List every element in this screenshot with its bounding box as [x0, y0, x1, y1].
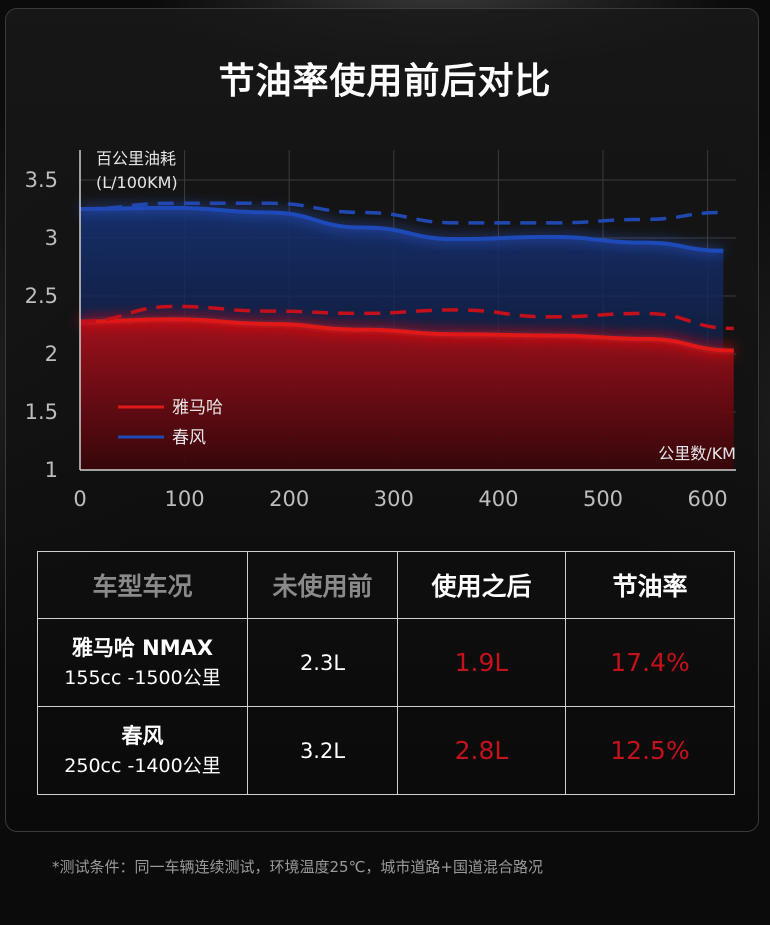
x-tick-label: 400 [478, 487, 518, 511]
y-tick-label: 3 [45, 226, 58, 250]
legend-label: 雅马哈 [172, 398, 223, 418]
cell-before: 2.3L [247, 618, 398, 707]
table-row: 春风 250cc -1400公里 3.2L 2.8L 12.5% [37, 706, 735, 795]
cell-rate: 17.4% [565, 618, 735, 707]
y-axis-label-line1: 百公里油耗 [96, 149, 176, 168]
series-solid-line [79, 205, 724, 253]
x-tick-label: 100 [165, 487, 205, 511]
x-tick-label: 300 [374, 487, 414, 511]
model-spec: 155cc -1500公里 [64, 666, 221, 689]
series-solid-line [79, 317, 734, 353]
y-tick-label: 3.5 [25, 168, 58, 192]
footnote: *测试条件：同一车辆连续测试，环境温度25℃，城市道路+国道混合路况 [52, 858, 544, 876]
x-tick-label: 0 [73, 487, 86, 511]
series-dashed-line [79, 304, 734, 331]
header-before: 未使用前 [247, 551, 398, 619]
header-after: 使用之后 [397, 551, 566, 619]
model-spec: 250cc -1400公里 [64, 754, 221, 777]
cell-after: 1.9L [397, 618, 566, 707]
cell-after: 2.8L [397, 706, 566, 795]
cell-model: 雅马哈 NMAX 155cc -1500公里 [37, 618, 248, 707]
legend-label: 春风 [172, 428, 206, 448]
cell-before: 3.2L [247, 706, 398, 795]
table-row: 雅马哈 NMAX 155cc -1500公里 2.3L 1.9L 17.4% [37, 618, 735, 707]
series-area [80, 319, 734, 470]
x-tick-label: 500 [583, 487, 623, 511]
page-title: 节油率使用前后对比 [218, 61, 552, 102]
y-axis-label-line2: (L/100KM) [96, 173, 178, 192]
y-tick-label: 1 [45, 458, 58, 482]
header-model: 车型车况 [37, 551, 248, 619]
cell-model: 春风 250cc -1400公里 [37, 706, 248, 795]
x-axis-label: 公里数/KM [658, 444, 736, 463]
y-tick-label: 2 [45, 342, 58, 366]
header-rate: 节油率 [565, 551, 735, 619]
table-header-row: 车型车况 未使用前 使用之后 节油率 [37, 551, 735, 619]
series-dashed-line [79, 201, 724, 225]
comparison-table: 车型车况 未使用前 使用之后 节油率 雅马哈 NMAX 155cc -1500公… [37, 551, 735, 795]
model-name: 雅马哈 NMAX [71, 635, 214, 660]
y-tick-label: 2.5 [25, 284, 58, 308]
cell-rate: 12.5% [565, 706, 735, 795]
x-tick-label: 600 [688, 487, 728, 511]
x-tick-label: 200 [269, 487, 309, 511]
model-name: 春风 [121, 723, 164, 748]
y-tick-label: 1.5 [25, 400, 58, 424]
